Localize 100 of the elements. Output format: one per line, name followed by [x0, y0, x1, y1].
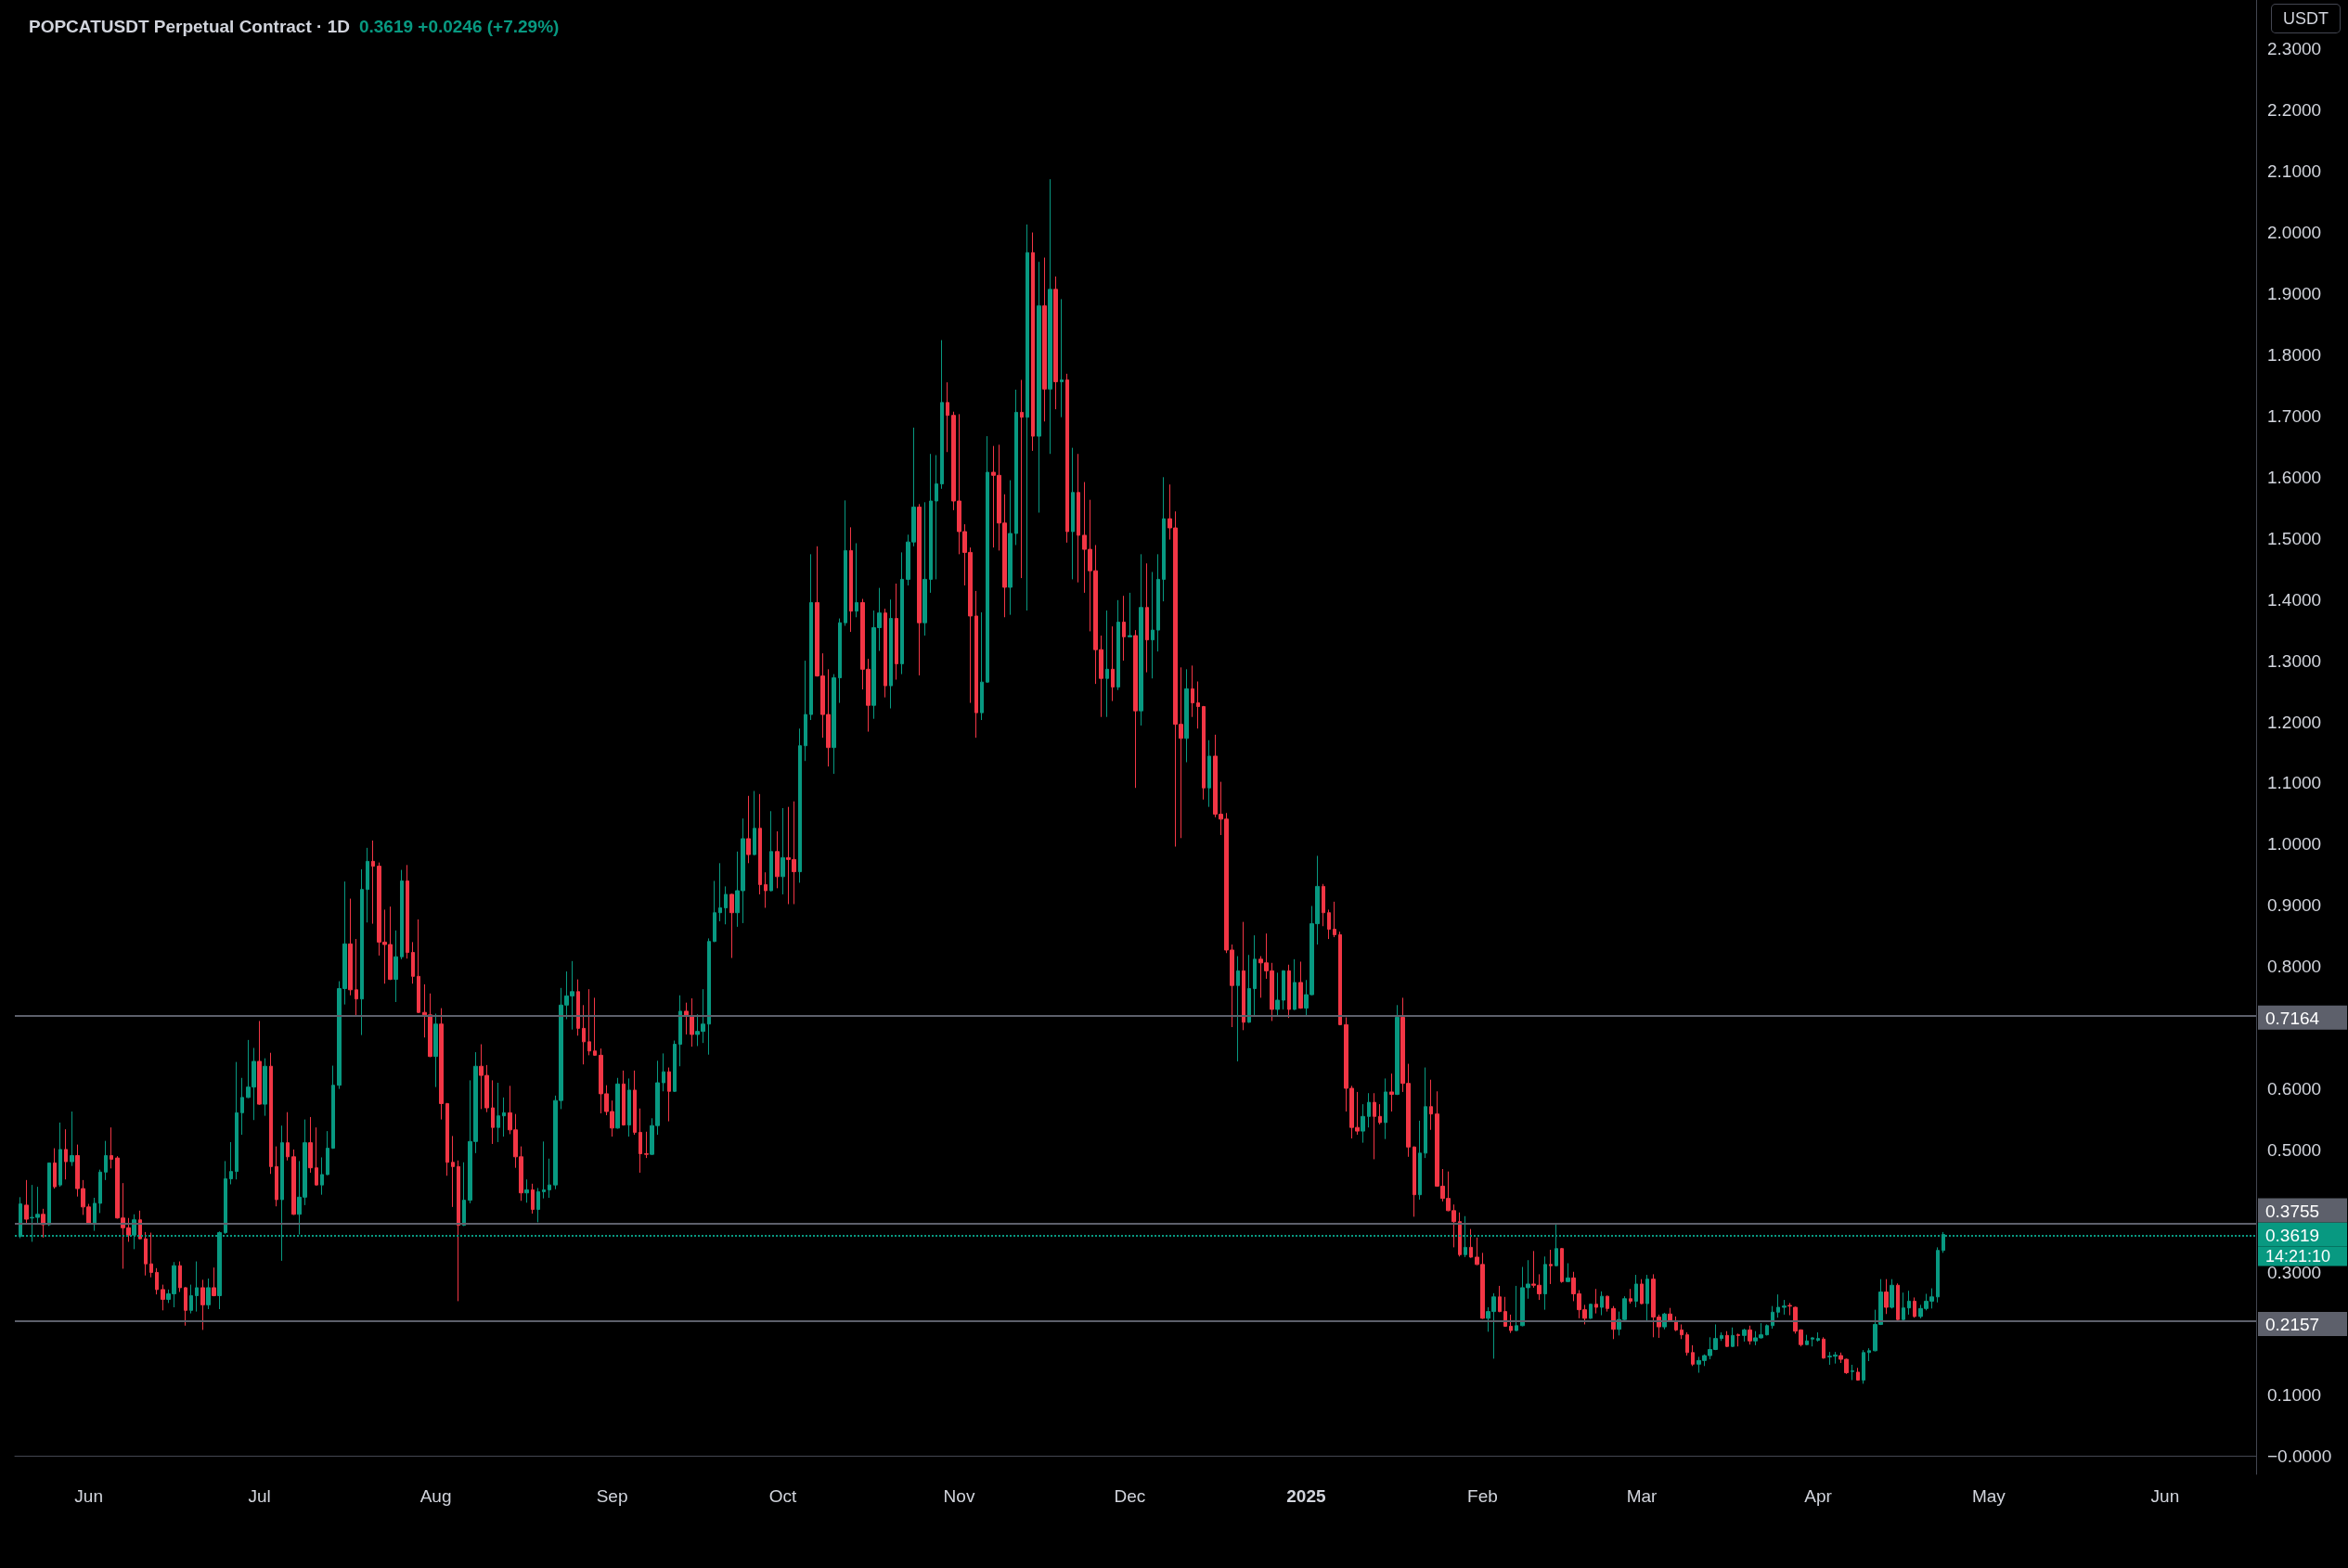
candlestick: [1373, 1092, 1376, 1160]
y-tick-label: 2.1000: [2267, 161, 2322, 182]
candlestick: [729, 893, 734, 959]
candlestick: [769, 810, 773, 893]
candlestick: [1184, 668, 1189, 764]
candlestick: [690, 997, 694, 1047]
candlestick: [940, 340, 944, 490]
candlestick: [1327, 908, 1331, 940]
candlestick: [1367, 1092, 1371, 1128]
candlestick: [832, 674, 836, 775]
candlestick: [1685, 1331, 1689, 1356]
candlestick: [1389, 1073, 1394, 1112]
candlestick: [1042, 257, 1047, 422]
candlestick: [724, 885, 728, 925]
candlestick: [935, 455, 938, 580]
candlestick: [1378, 1103, 1382, 1125]
candlestick: [144, 1231, 148, 1277]
candlestick: [1811, 1336, 1814, 1347]
candlestick: [1606, 1294, 1609, 1313]
candlestick: [104, 1140, 108, 1181]
candlestick: [439, 1008, 444, 1121]
y-tick-label: 1.2000: [2267, 712, 2322, 732]
candlestick: [1048, 178, 1052, 455]
candlestick: [1936, 1246, 1940, 1304]
candlestick: [291, 1149, 296, 1215]
candlestick: [1236, 956, 1240, 1062]
candlestick: [536, 1187, 540, 1223]
candlestick: [1805, 1334, 1809, 1346]
y-tick-label: 1.1000: [2267, 773, 2322, 793]
candlestick: [98, 1169, 102, 1214]
candlestick: [212, 1266, 216, 1297]
text: 0.3619 +0.0246 (+7.29%): [358, 17, 560, 36]
candlestick: [844, 499, 847, 626]
candlestick: [753, 790, 756, 856]
candlestick: [1139, 553, 1143, 726]
candlestick: [1151, 571, 1155, 679]
candlestick: [195, 1261, 199, 1313]
candlestick: [1691, 1344, 1695, 1367]
candlestick: [1162, 476, 1166, 602]
candlestick: [775, 830, 780, 889]
candlestick: [718, 862, 722, 922]
candlestick: [1207, 739, 1211, 808]
candlestick: [400, 869, 404, 960]
candlestick: [1293, 958, 1297, 1011]
candlestick: [1424, 1067, 1427, 1159]
candlestick: [257, 1020, 262, 1106]
ref-line-label: 0.3755: [2265, 1201, 2320, 1221]
candlestick: [900, 551, 904, 675]
candlestick: [1884, 1279, 1889, 1315]
candlestick: [1509, 1314, 1513, 1334]
candlestick: [457, 1160, 460, 1302]
candlestick: [1037, 261, 1041, 514]
candlestick: [1116, 599, 1120, 691]
candlestick: [24, 1179, 29, 1226]
candlestick: [1566, 1263, 1570, 1283]
candlestick: [1133, 629, 1138, 789]
x-tick-label: Jul: [248, 1486, 271, 1506]
y-tick-label: 2.3000: [2267, 39, 2322, 59]
candlestick: [320, 1156, 324, 1196]
candlestick: [70, 1111, 74, 1167]
candlestick: [1589, 1303, 1593, 1320]
y-tick-label: 1.5000: [2267, 528, 2322, 548]
candlestick: [1384, 1077, 1387, 1140]
candlestick: [678, 995, 682, 1067]
candlestick: [1776, 1293, 1780, 1318]
candlestick: [1111, 625, 1115, 702]
y-tick-label: 0.5000: [2267, 1140, 2322, 1161]
y-tick-label: −0.0000: [2267, 1446, 2332, 1466]
candlestick: [502, 1097, 506, 1137]
candlestick: [286, 1112, 290, 1162]
candlestick: [798, 727, 802, 883]
candlestick: [206, 1278, 211, 1310]
y-tick-label: 0.8000: [2267, 957, 2322, 977]
candlestick: [1298, 960, 1303, 1009]
candlestick: [1913, 1296, 1916, 1318]
candlestick: [58, 1122, 62, 1188]
candlestick: [308, 1116, 313, 1174]
candlestick: [1560, 1247, 1564, 1284]
candlestick: [1202, 705, 1206, 801]
candlestick: [855, 542, 858, 618]
candlestick: [1020, 379, 1024, 579]
x-tick-label: Dec: [1114, 1486, 1146, 1506]
candlestick: [1458, 1212, 1462, 1257]
candlestick: [1338, 931, 1342, 1026]
candlestick: [189, 1284, 193, 1315]
candlestick: [1247, 954, 1251, 1023]
y-tick-label: 1.3000: [2267, 650, 2322, 671]
candlestick: [1822, 1336, 1826, 1359]
candlestick: [849, 526, 853, 633]
candlestick: [1902, 1292, 1905, 1322]
x-tick-label: Apr: [1804, 1486, 1833, 1506]
candlestick: [263, 1058, 267, 1117]
y-tick-label: 0.6000: [2267, 1079, 2322, 1099]
candlestick: [360, 868, 364, 1036]
candlestick: [1014, 389, 1018, 546]
candlestick: [1333, 901, 1336, 938]
candlestick: [673, 1040, 677, 1093]
candlestick: [371, 840, 375, 925]
candlestick: [1361, 1103, 1365, 1144]
candlestick: [445, 1102, 449, 1176]
